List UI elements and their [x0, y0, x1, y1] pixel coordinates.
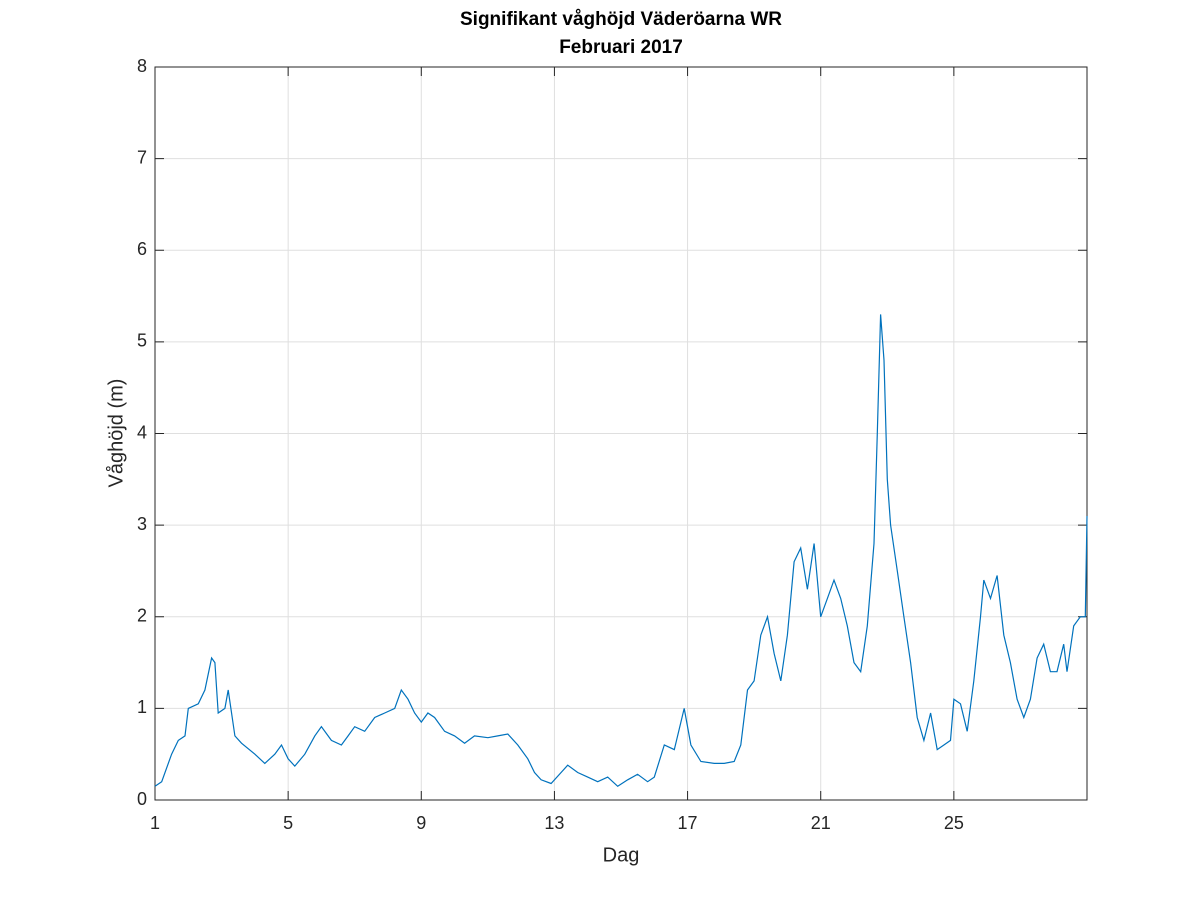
x-tick-label: 21 [811, 813, 831, 833]
y-tick-label: 1 [137, 697, 147, 717]
data-line [154, 314, 1088, 788]
x-tick-label: 17 [678, 813, 698, 833]
y-tick-label: 7 [137, 147, 147, 167]
x-tick-label: 13 [544, 813, 564, 833]
x-tick-label: 5 [283, 813, 293, 833]
y-tick-label: 0 [137, 789, 147, 809]
x-tick-label: 9 [416, 813, 426, 833]
chart-title: Signifikant våghöjd Väderöarna WR [460, 9, 782, 30]
y-axis-label: Våghöjd (m) [105, 379, 127, 488]
y-tick-label: 3 [137, 514, 147, 534]
y-tick-label: 5 [137, 331, 147, 351]
y-tick-label: 2 [137, 606, 147, 626]
x-tick-label: 1 [150, 813, 160, 833]
y-tick-label: 8 [137, 56, 147, 76]
x-tick-label: 25 [944, 813, 964, 833]
y-tick-label: 4 [137, 422, 147, 442]
plot-frame [154, 66, 1088, 801]
y-tick-label: 6 [137, 239, 147, 259]
x-axis-label: Dag [603, 844, 640, 866]
chart-subtitle: Februari 2017 [559, 37, 683, 58]
